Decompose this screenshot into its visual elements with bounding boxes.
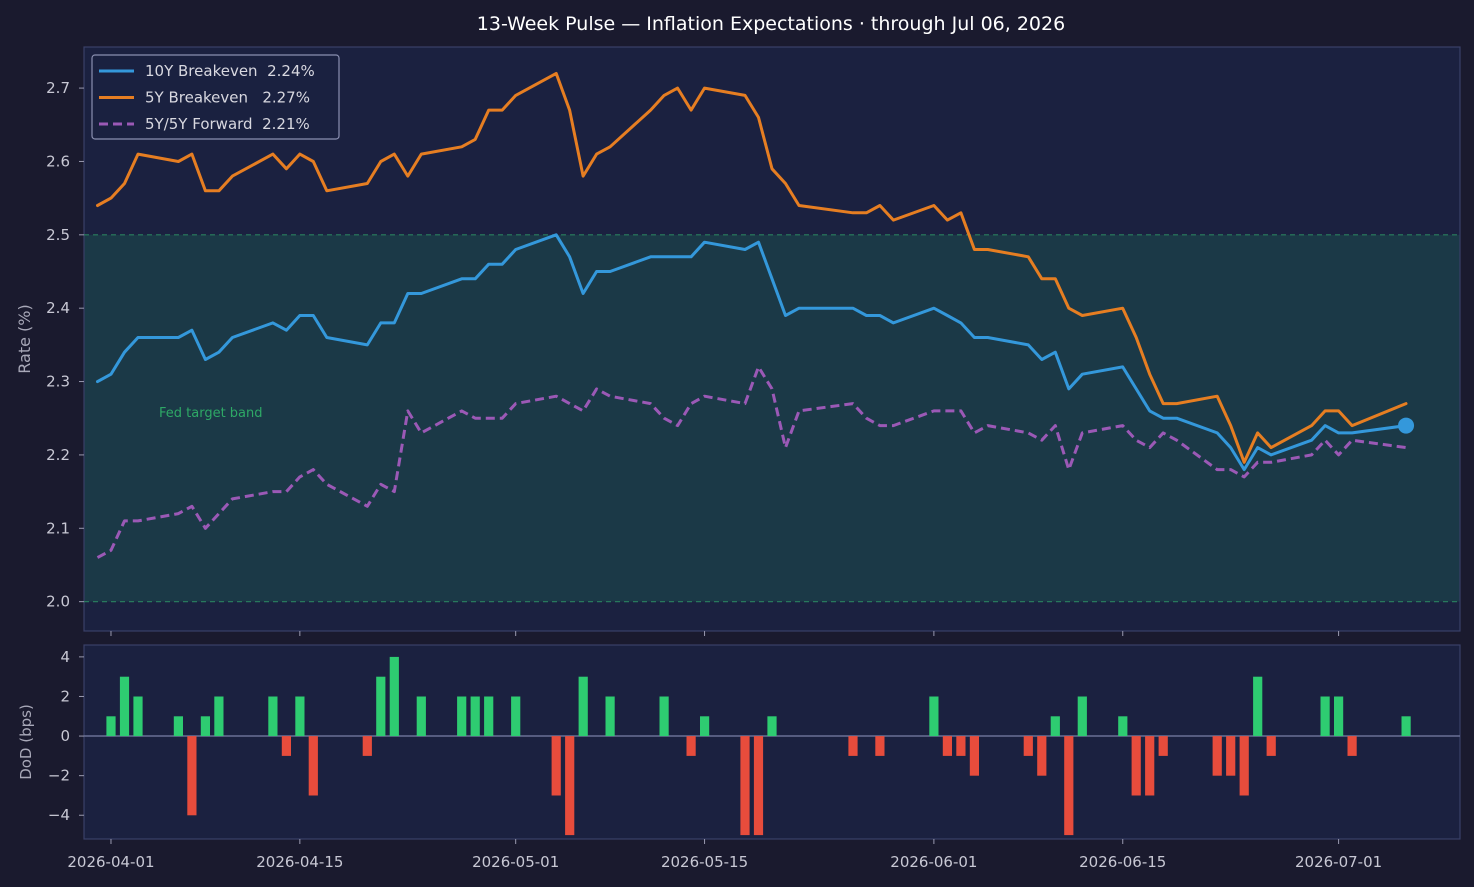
dod-bar [1266,736,1276,756]
dod-bar [187,736,197,816]
series-line-5y-5y-forward [96,365,1407,559]
dod-bar [308,736,318,796]
legend-entry-label: 5Y/5Y Forward 2.21% [145,115,310,133]
chart-title: 13-Week Pulse — Inflation Expectations ·… [477,13,1065,35]
dod-bar [1226,736,1236,776]
dod-bar [362,736,372,756]
x-tick-label: 2026-04-15 [256,853,343,871]
dod-bar [173,716,183,737]
dod-bar [1050,716,1060,737]
main-y-tick-label: 2.3 [46,373,70,391]
dod-bar [1401,716,1411,737]
dod-bar [767,716,777,737]
dod-bar [106,716,116,737]
main-y-tick-label: 2.4 [46,299,70,317]
dod-bar [295,696,305,737]
dod-bar [956,736,966,756]
x-tick-label: 2026-06-01 [890,853,977,871]
dod-bar [1064,736,1074,836]
dod-bar [1077,696,1087,737]
x-tick-label: 2026-06-15 [1079,853,1166,871]
dod-bar [1118,716,1128,737]
dod-y-tick-label: 2 [60,687,70,705]
dod-bar [942,736,952,756]
legend-entry-label: 5Y Breakeven 2.27% [145,89,310,107]
dod-bar [470,696,480,737]
dod-y-axis-label: DoD (bps) [17,704,35,780]
legend-entry-label: 10Y Breakeven 2.24% [145,62,315,80]
main-plot-panel: Fed target band [83,46,1461,632]
x-tick-label: 2026-05-01 [472,853,559,871]
dod-y-tick-label: 0 [60,727,70,745]
dod-bar [1334,696,1344,737]
dod-bar [214,696,224,737]
dod-bar [551,736,561,796]
main-y-tick-label: 2.1 [46,519,70,537]
x-tick-label: 2026-07-01 [1295,853,1382,871]
dod-bar [700,716,710,737]
dod-bar [1320,696,1330,737]
dod-bar [133,696,143,737]
dod-bar [1239,736,1249,796]
dod-bar [511,696,521,737]
main-y-tick-label: 2.6 [46,152,70,170]
dod-bar [1253,676,1263,737]
dod-bar [605,696,615,737]
dod-bar [200,716,210,737]
x-tick-label: 2026-05-15 [661,853,748,871]
main-y-tick-label: 2.0 [46,593,70,611]
dod-y-tick-label: −2 [48,767,70,785]
dod-bar [281,736,291,756]
dod-bar [565,736,575,836]
dod-bar [1145,736,1155,796]
main-y-tick-label: 2.7 [46,79,70,97]
dod-bar [1347,736,1357,756]
dod-bar [1158,736,1168,756]
main-y-tick-label: 2.2 [46,446,70,464]
main-y-axis-label: Rate (%) [15,304,34,373]
main-plot-area [83,46,1461,632]
dod-bar [1212,736,1222,776]
dod-bar [753,736,764,836]
dod-bar [484,696,494,737]
dod-bar [268,696,278,737]
dod-bar [659,696,669,737]
dod-bar [389,656,399,737]
fed-target-band [84,234,1460,602]
main-y-tick-label: 2.5 [46,226,70,244]
fed-target-band-label: Fed target band [159,406,263,421]
dod-bar [416,696,426,737]
series-line-5y-breakeven [96,71,1408,464]
dod-bar [875,736,885,756]
dod-bar [969,736,979,776]
last-point-marker [1398,417,1415,434]
dod-bar [119,676,130,737]
dod-y-tick-label: 4 [60,648,70,666]
legend-box [91,54,340,140]
dod-bar [376,676,386,737]
dod-bar [740,736,750,836]
dod-bar [686,736,696,756]
dod-bar [578,676,588,737]
dod-bar [1037,736,1047,776]
series-line-10y-breakeven [96,233,1408,472]
dod-bar [1131,736,1141,796]
dod-bar [848,736,858,756]
dod-bar [929,696,939,737]
x-tick-label: 2026-04-01 [67,853,154,871]
dod-y-tick-label: −4 [48,806,70,824]
dod-plot-panel [83,644,1461,840]
legend: 10Y Breakeven 2.24% 5Y Breakeven 2.27% 5Y/… [91,54,340,140]
dod-bar [457,696,467,737]
dod-bar [1023,736,1033,756]
